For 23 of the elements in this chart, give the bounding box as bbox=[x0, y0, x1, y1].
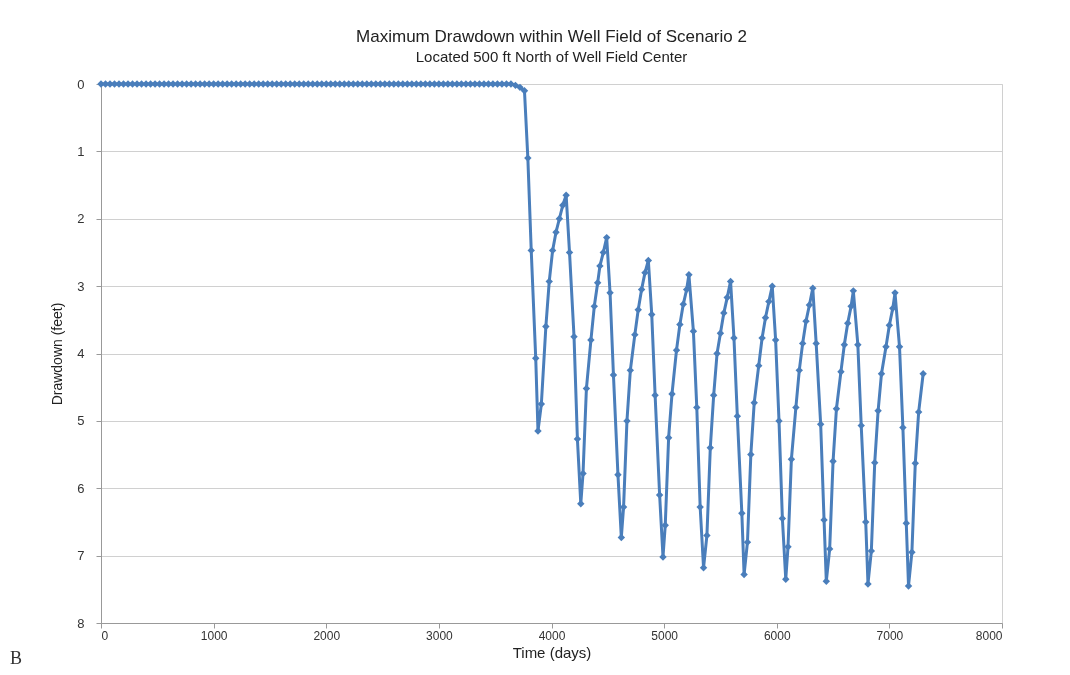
y-tick-label: 7 bbox=[77, 548, 85, 564]
y-tick-label: 6 bbox=[77, 480, 85, 496]
x-tick-label: 4000 bbox=[538, 628, 566, 643]
x-tick-label: 6000 bbox=[763, 628, 791, 643]
y-tick-label: 1 bbox=[77, 143, 85, 159]
text: B bbox=[10, 648, 23, 669]
y-tick-label: 0 bbox=[77, 76, 85, 92]
x-tick-label: 0 bbox=[101, 628, 109, 643]
x-tick-label: 3000 bbox=[426, 628, 454, 643]
x-tick-label: 8000 bbox=[975, 628, 1003, 643]
y-tick-label: 2 bbox=[77, 211, 85, 227]
x-tick-label: 1000 bbox=[200, 628, 228, 643]
x-tick-label: 5000 bbox=[651, 628, 679, 643]
chart-title: Maximum Drawdown within Well Field of Scenario 2 bbox=[356, 27, 747, 46]
y-tick-label: 4 bbox=[77, 346, 85, 361]
x-tick-label: 2000 bbox=[313, 628, 341, 643]
y-tick-label: 5 bbox=[77, 413, 85, 429]
x-axis-title: Time (days) bbox=[512, 643, 592, 661]
chart-subtitle: Located 500 ft North of Well Field Center bbox=[415, 48, 688, 65]
y-tick-label: 3 bbox=[77, 278, 85, 294]
y-tick-label: 8 bbox=[77, 615, 85, 631]
y-axis-title: Drawdown (feet) bbox=[49, 302, 66, 406]
x-tick-label: 7000 bbox=[876, 628, 904, 643]
